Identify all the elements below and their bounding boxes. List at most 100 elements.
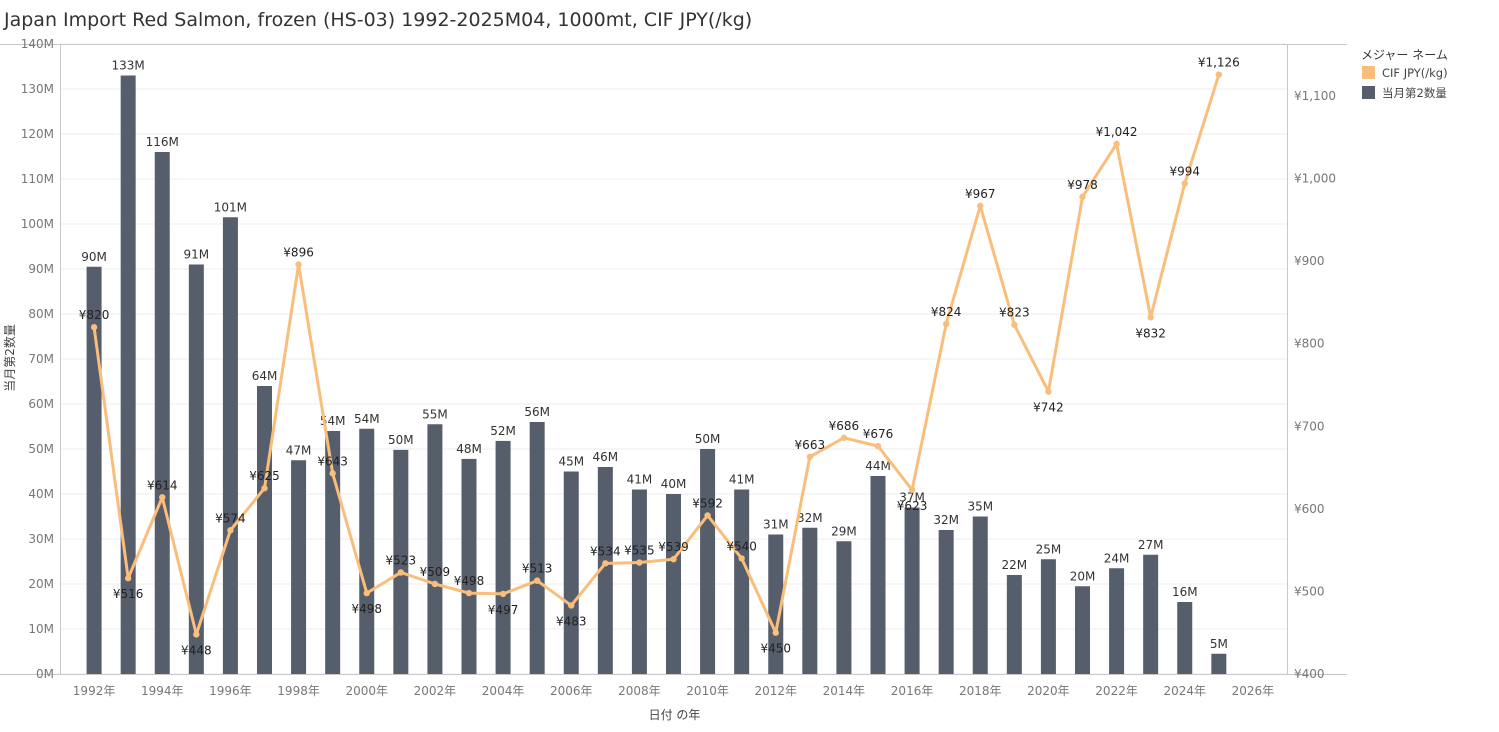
bar-label: 64M <box>252 369 278 383</box>
cif-point <box>533 577 541 584</box>
bar-label: 54M <box>320 414 346 428</box>
bar <box>700 449 716 674</box>
bar <box>86 266 102 674</box>
y-left-tick-label: 100M <box>21 217 54 231</box>
bar-label: 133M <box>112 59 145 73</box>
cif-point <box>193 631 200 638</box>
y-left-tick-label: 50M <box>28 442 54 456</box>
line-label: ¥832 <box>1135 326 1166 340</box>
cif-point <box>908 486 916 494</box>
bar-label: 32M <box>933 513 959 527</box>
line-label: ¥676 <box>863 427 894 441</box>
bar <box>359 428 375 674</box>
line-label: ¥450 <box>760 642 791 656</box>
x-axis-ticks: 1992年 1994年 1996年 1998年 2000年 2002年 2004年 2006年… <box>73 684 1274 698</box>
bar <box>222 217 238 674</box>
bar-label: 45M <box>558 455 584 469</box>
line-label: ¥535 <box>624 544 655 558</box>
bar-label: 31M <box>763 518 789 532</box>
y-left-tick-label: 0M <box>36 667 54 681</box>
y-left-tick-label: 90M <box>28 262 54 276</box>
cif-point <box>431 580 439 588</box>
line-label: ¥516 <box>113 587 144 601</box>
y-right-tick-label: ¥1,100 <box>1294 89 1336 103</box>
line-label: ¥643 <box>317 454 348 468</box>
bar <box>597 467 613 674</box>
cif-line <box>92 74 1221 636</box>
bar-label: 22M <box>1002 558 1028 572</box>
x-tick-label: 2020年 <box>1027 684 1070 698</box>
x-tick-label: 1994年 <box>141 684 184 698</box>
bar <box>972 516 988 674</box>
line-label: ¥625 <box>249 469 280 483</box>
bar-label: 35M <box>967 500 993 514</box>
bar-label: 54M <box>354 412 380 426</box>
bar <box>188 264 204 674</box>
x-tick-label: 2010年 <box>686 684 729 698</box>
line-label: ¥896 <box>283 245 314 259</box>
bar-data-labels: 90M 133M 116M 91M 101M 64M 47M 54M 54M 50M 55M 48M 5… <box>81 59 1228 651</box>
cif-point <box>363 589 370 597</box>
cif-point <box>295 261 302 268</box>
cif-point <box>602 560 609 567</box>
line-label: ¥534 <box>590 544 621 558</box>
x-tick-label: 2022年 <box>1095 684 1138 698</box>
bar-label: 41M <box>729 473 755 487</box>
y-axis-title: 当月第2数量 <box>2 324 17 392</box>
line-label: ¥824 <box>931 305 962 319</box>
bar-label: 5M <box>1210 637 1228 651</box>
x-tick-label: 2000年 <box>345 684 388 698</box>
cif-point <box>159 494 166 501</box>
cif-point <box>397 569 405 576</box>
bar-label: 50M <box>695 432 721 446</box>
bar <box>734 489 750 674</box>
y-right-tick-label: ¥700 <box>1294 419 1325 433</box>
cif-point <box>465 589 473 597</box>
bar <box>1143 554 1159 674</box>
line-label: ¥820 <box>79 308 110 322</box>
x-tick-label: 2002年 <box>414 684 457 698</box>
bar-label: 16M <box>1172 585 1198 599</box>
bar <box>461 458 477 674</box>
line-data-labels: ¥820 ¥516 ¥614 ¥448 ¥574 ¥625 ¥896 ¥643 ¥498 ¥523… <box>79 56 1240 658</box>
bar <box>1040 559 1056 674</box>
cif-point <box>874 442 882 450</box>
bar <box>563 471 579 674</box>
line-label: ¥686 <box>829 419 860 433</box>
bar-label: 50M <box>388 433 414 447</box>
cif-point <box>227 527 234 534</box>
x-tick-label: 1998年 <box>277 684 320 698</box>
line-label: ¥483 <box>556 614 587 628</box>
line-label: ¥994 <box>1169 165 1200 179</box>
cif-point <box>840 434 848 442</box>
bar-label: 24M <box>1104 551 1130 565</box>
bar-label: 37M <box>899 491 925 505</box>
y-left-axis-ticks: 0M 10M 20M 30M 40M 50M 60M 70M 80M 90M 100M 110M 120… <box>21 37 54 681</box>
bar-label: 20M <box>1070 569 1096 583</box>
x-tick-label: 2016年 <box>891 684 934 698</box>
cif-point <box>1215 71 1223 78</box>
x-tick-label: 2004年 <box>482 684 525 698</box>
y-left-tick-label: 30M <box>28 532 54 546</box>
cif-point <box>670 556 677 563</box>
y-left-tick-label: 10M <box>28 622 54 636</box>
legend-entry-label: CIF JPY(/kg) <box>1382 66 1448 80</box>
chart-title: Japan Import Red Salmon, frozen (HS-03) … <box>4 9 753 31</box>
bar <box>1211 653 1227 674</box>
line-label: ¥663 <box>795 438 826 452</box>
line-label: ¥498 <box>454 574 485 588</box>
cif-point <box>738 555 745 562</box>
line-label: ¥1,126 <box>1198 56 1240 70</box>
bar <box>257 386 272 674</box>
bar <box>291 460 307 674</box>
bar-label: 27M <box>1138 538 1164 552</box>
y-right-tick-label: ¥800 <box>1294 337 1325 351</box>
y-left-tick-label: 140M <box>21 37 54 51</box>
y-left-tick-label: 120M <box>21 127 54 141</box>
line-label: ¥498 <box>351 602 382 616</box>
y-left-tick-label: 70M <box>28 352 54 366</box>
cif-point <box>1011 321 1018 328</box>
y-right-tick-label: ¥900 <box>1294 254 1325 268</box>
line-label: ¥497 <box>488 603 519 617</box>
